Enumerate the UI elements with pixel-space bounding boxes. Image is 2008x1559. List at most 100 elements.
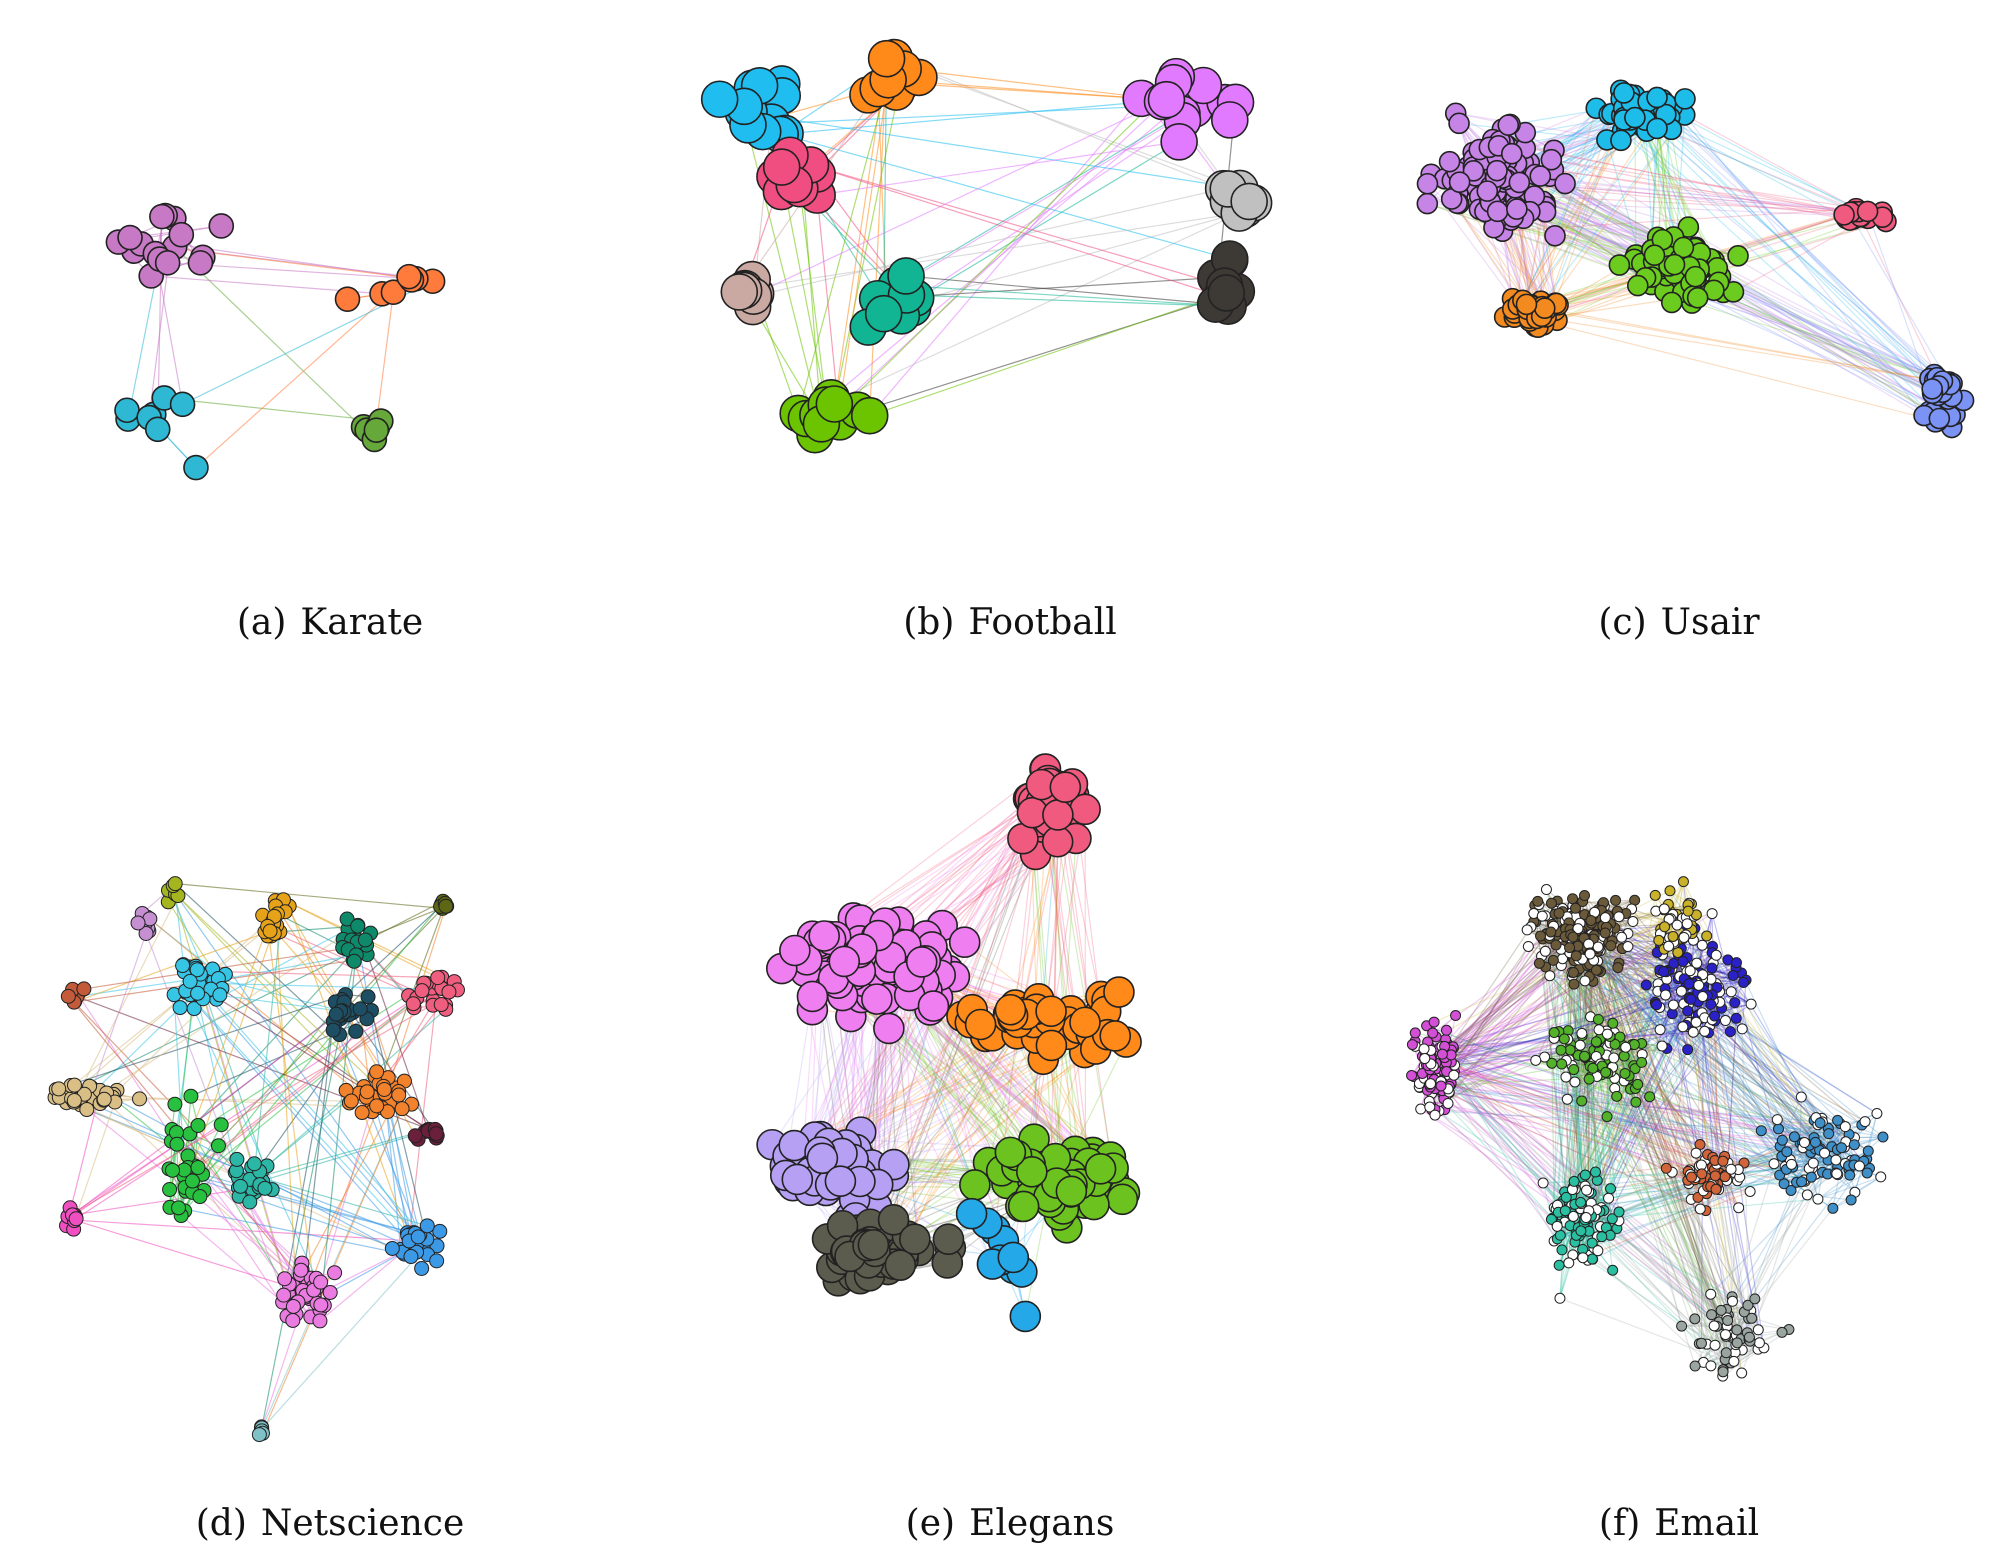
caption-name: Usair xyxy=(1660,602,1760,643)
network-node xyxy=(79,1102,95,1118)
network-edge xyxy=(1694,1318,1736,1353)
network-edge xyxy=(1443,902,1690,1069)
network-edge xyxy=(828,1009,931,1144)
network-node xyxy=(66,1093,82,1109)
network-node xyxy=(1416,192,1439,215)
panel-karate: (a) Karate xyxy=(0,40,660,643)
network-node xyxy=(806,1142,839,1175)
network-node xyxy=(796,980,829,1013)
network-edge xyxy=(180,1215,284,1303)
network-edge xyxy=(906,1022,1035,1237)
network-node xyxy=(1672,236,1695,259)
network-node xyxy=(68,1211,84,1227)
panel-netscience: (d) Netscience xyxy=(0,860,660,1559)
network-node xyxy=(1529,165,1552,187)
network-edge xyxy=(172,1169,420,1236)
node-layer xyxy=(1416,79,1975,439)
network-usair xyxy=(1416,79,1975,439)
network-edge xyxy=(906,294,1229,307)
network-node xyxy=(363,417,390,443)
network-edge xyxy=(174,246,375,440)
network-node xyxy=(1540,148,1563,171)
network-edge xyxy=(825,212,1240,406)
network-node xyxy=(346,953,362,969)
network-node xyxy=(948,926,981,958)
network-edge xyxy=(1516,208,1944,397)
network-node xyxy=(1554,172,1576,195)
network-node xyxy=(1727,245,1749,267)
network-edge xyxy=(742,112,820,415)
network-edge xyxy=(1437,923,1688,1090)
network-node xyxy=(208,213,235,239)
network-node xyxy=(183,454,209,481)
network-node xyxy=(164,1162,180,1178)
panel-elegans: (e) Elegans xyxy=(680,720,1340,1559)
network-node xyxy=(1103,976,1135,1008)
network-node xyxy=(414,1260,430,1276)
network-node xyxy=(1448,171,1471,193)
network-edge xyxy=(1694,247,1940,419)
network-edge xyxy=(1667,108,1860,213)
network-node xyxy=(700,80,739,119)
network-node xyxy=(149,203,175,230)
network-node xyxy=(905,946,938,978)
network-edge xyxy=(1606,139,1643,264)
network-node xyxy=(1210,101,1249,139)
network-edge xyxy=(1684,114,1925,416)
network-edge xyxy=(896,113,1183,286)
network-node xyxy=(369,1064,385,1080)
network-edge xyxy=(1431,933,1547,1059)
network-node xyxy=(1856,200,1879,223)
network-edge xyxy=(1516,208,1953,398)
network-edge xyxy=(1708,1032,1863,1126)
network-edge xyxy=(1526,109,1663,310)
network-node xyxy=(376,1082,392,1098)
network-edge xyxy=(1541,206,1547,307)
caption-tag: (e) xyxy=(905,1503,956,1544)
network-edge xyxy=(305,1090,385,1298)
network-edge xyxy=(1655,124,1855,213)
network-node xyxy=(1506,198,1528,220)
network-edge xyxy=(175,893,386,1094)
network-edge xyxy=(1545,933,1727,1337)
network-edge xyxy=(174,883,334,1031)
network-edge xyxy=(275,905,389,1078)
network-edge xyxy=(1517,119,1625,306)
network-node xyxy=(1515,293,1538,316)
network-edge xyxy=(886,58,1241,190)
network-node xyxy=(824,1165,857,1198)
network-edge xyxy=(1665,103,1931,379)
caption-netscience: (d) Netscience xyxy=(0,1503,660,1544)
network-edge xyxy=(1522,114,1610,301)
network-node xyxy=(313,1297,329,1313)
network-node xyxy=(369,1098,385,1114)
network-node xyxy=(257,1180,273,1196)
node-layer xyxy=(756,753,1142,1333)
network-edge xyxy=(164,397,381,422)
network-node xyxy=(348,1023,364,1039)
panel-football: (b) Football xyxy=(680,0,1340,643)
network-node xyxy=(762,148,801,186)
network-node xyxy=(1921,378,1943,400)
network-edge xyxy=(1709,1025,1802,1098)
network-node xyxy=(1448,112,1470,135)
network-edge xyxy=(1539,114,1686,316)
network-edge xyxy=(817,141,1180,196)
network-node xyxy=(114,397,140,424)
network-edge xyxy=(1595,107,1930,412)
network-edge xyxy=(67,989,458,1218)
network-edge xyxy=(1447,966,1547,1048)
network-node xyxy=(190,1160,206,1176)
network-node xyxy=(171,1200,187,1216)
node-layer xyxy=(700,38,1273,454)
network-edge xyxy=(175,883,443,910)
network-edge xyxy=(176,982,427,1145)
network-node xyxy=(1646,86,1668,109)
network-edge xyxy=(1733,217,1869,293)
network-node xyxy=(183,1088,199,1104)
network-edge xyxy=(276,925,298,1303)
network-node xyxy=(352,1001,368,1017)
network-edge xyxy=(184,970,415,1233)
network-edge xyxy=(1732,975,1783,1157)
network-edge xyxy=(73,1219,303,1292)
